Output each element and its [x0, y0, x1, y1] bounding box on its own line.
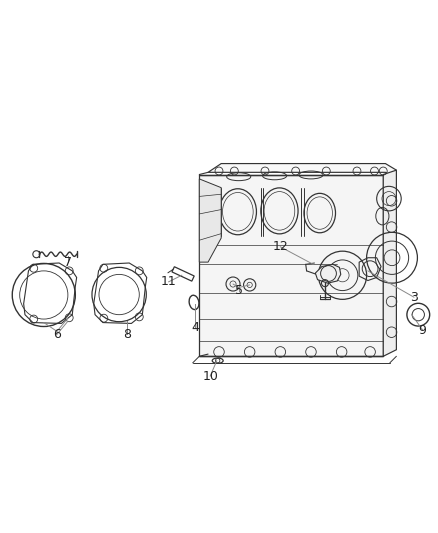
- Text: 6: 6: [53, 328, 61, 341]
- Polygon shape: [383, 170, 396, 356]
- Text: 3: 3: [410, 290, 418, 304]
- Polygon shape: [199, 179, 221, 262]
- Text: 8: 8: [123, 328, 131, 341]
- Text: 9: 9: [419, 324, 427, 336]
- Polygon shape: [199, 174, 383, 356]
- Text: 12: 12: [272, 240, 288, 253]
- Text: 4: 4: [191, 321, 199, 334]
- Text: 11: 11: [161, 276, 177, 288]
- Polygon shape: [208, 164, 396, 179]
- Text: 10: 10: [202, 369, 218, 383]
- Text: 5: 5: [235, 284, 243, 297]
- Text: 7: 7: [64, 256, 72, 269]
- Polygon shape: [315, 264, 341, 283]
